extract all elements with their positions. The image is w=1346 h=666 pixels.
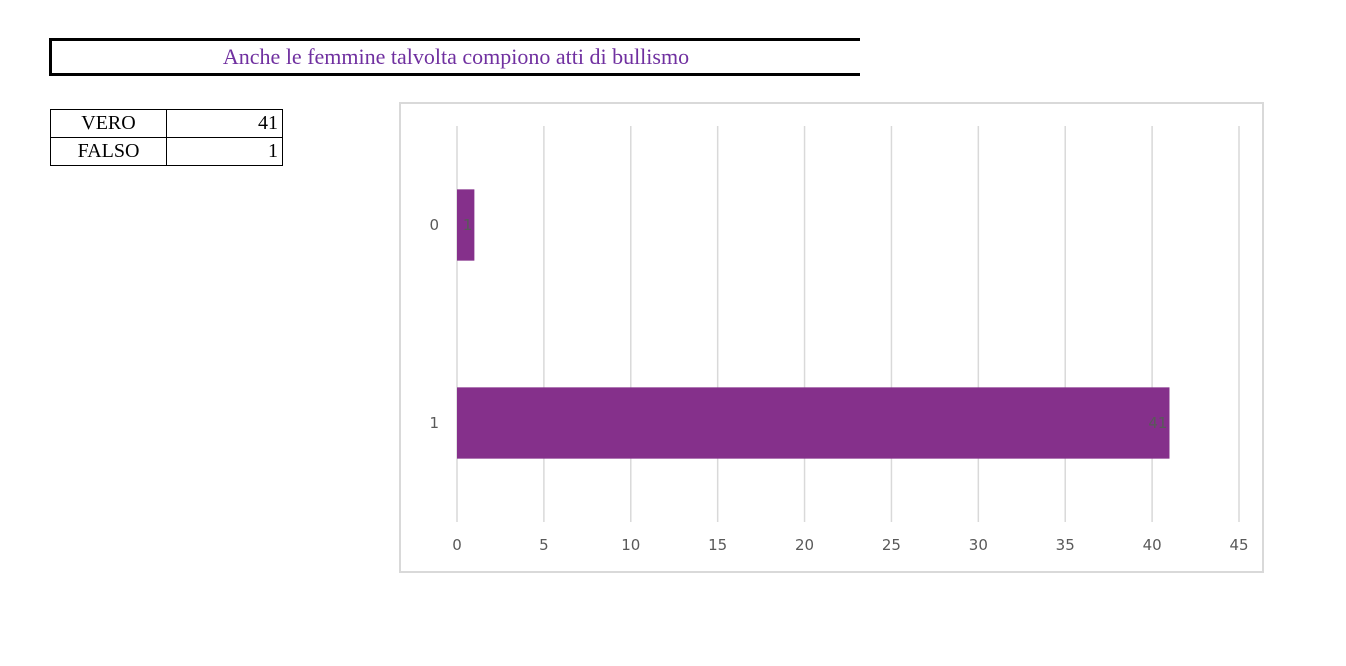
- x-tick-label-40: 40: [1143, 536, 1162, 554]
- bar-chart: 0 5 10 15 20 25 30 35 40 45 0 1 1 41: [429, 126, 1249, 554]
- row-value-falso: 1: [166, 137, 283, 166]
- sheet-title: Anche le femmine talvolta compiono atti …: [222, 44, 690, 69]
- x-tick-label-25: 25: [882, 536, 901, 554]
- x-tick-label-30: 30: [969, 536, 988, 554]
- x-tick-label-45: 45: [1229, 536, 1248, 554]
- bar-1: [457, 387, 1170, 459]
- table-row: FALSO 1: [50, 137, 283, 166]
- summary-table: VERO 41 FALSO 1: [50, 109, 283, 166]
- chart-frame: 0 5 10 15 20 25 30 35 40 45 0 1 1 41: [399, 102, 1264, 573]
- y-tick-label-1: 1: [429, 414, 439, 432]
- bar-0: [457, 189, 475, 261]
- x-tick-label-0: 0: [452, 536, 462, 554]
- x-tick-label-10: 10: [621, 536, 640, 554]
- y-tick-label-0: 0: [429, 216, 439, 234]
- data-label-1: 41: [1148, 414, 1167, 432]
- row-label-vero: VERO: [50, 109, 167, 138]
- x-tick-label-15: 15: [708, 536, 727, 554]
- x-tick-label-35: 35: [1056, 536, 1075, 554]
- row-value-vero: 41: [166, 109, 283, 138]
- x-tick-label-5: 5: [539, 536, 549, 554]
- data-label-0: 1: [463, 216, 473, 234]
- table-row: VERO 41: [50, 109, 283, 138]
- title-box: Anche le femmine talvolta compiono atti …: [49, 38, 860, 76]
- row-label-falso: FALSO: [50, 137, 167, 166]
- x-tick-label-20: 20: [795, 536, 814, 554]
